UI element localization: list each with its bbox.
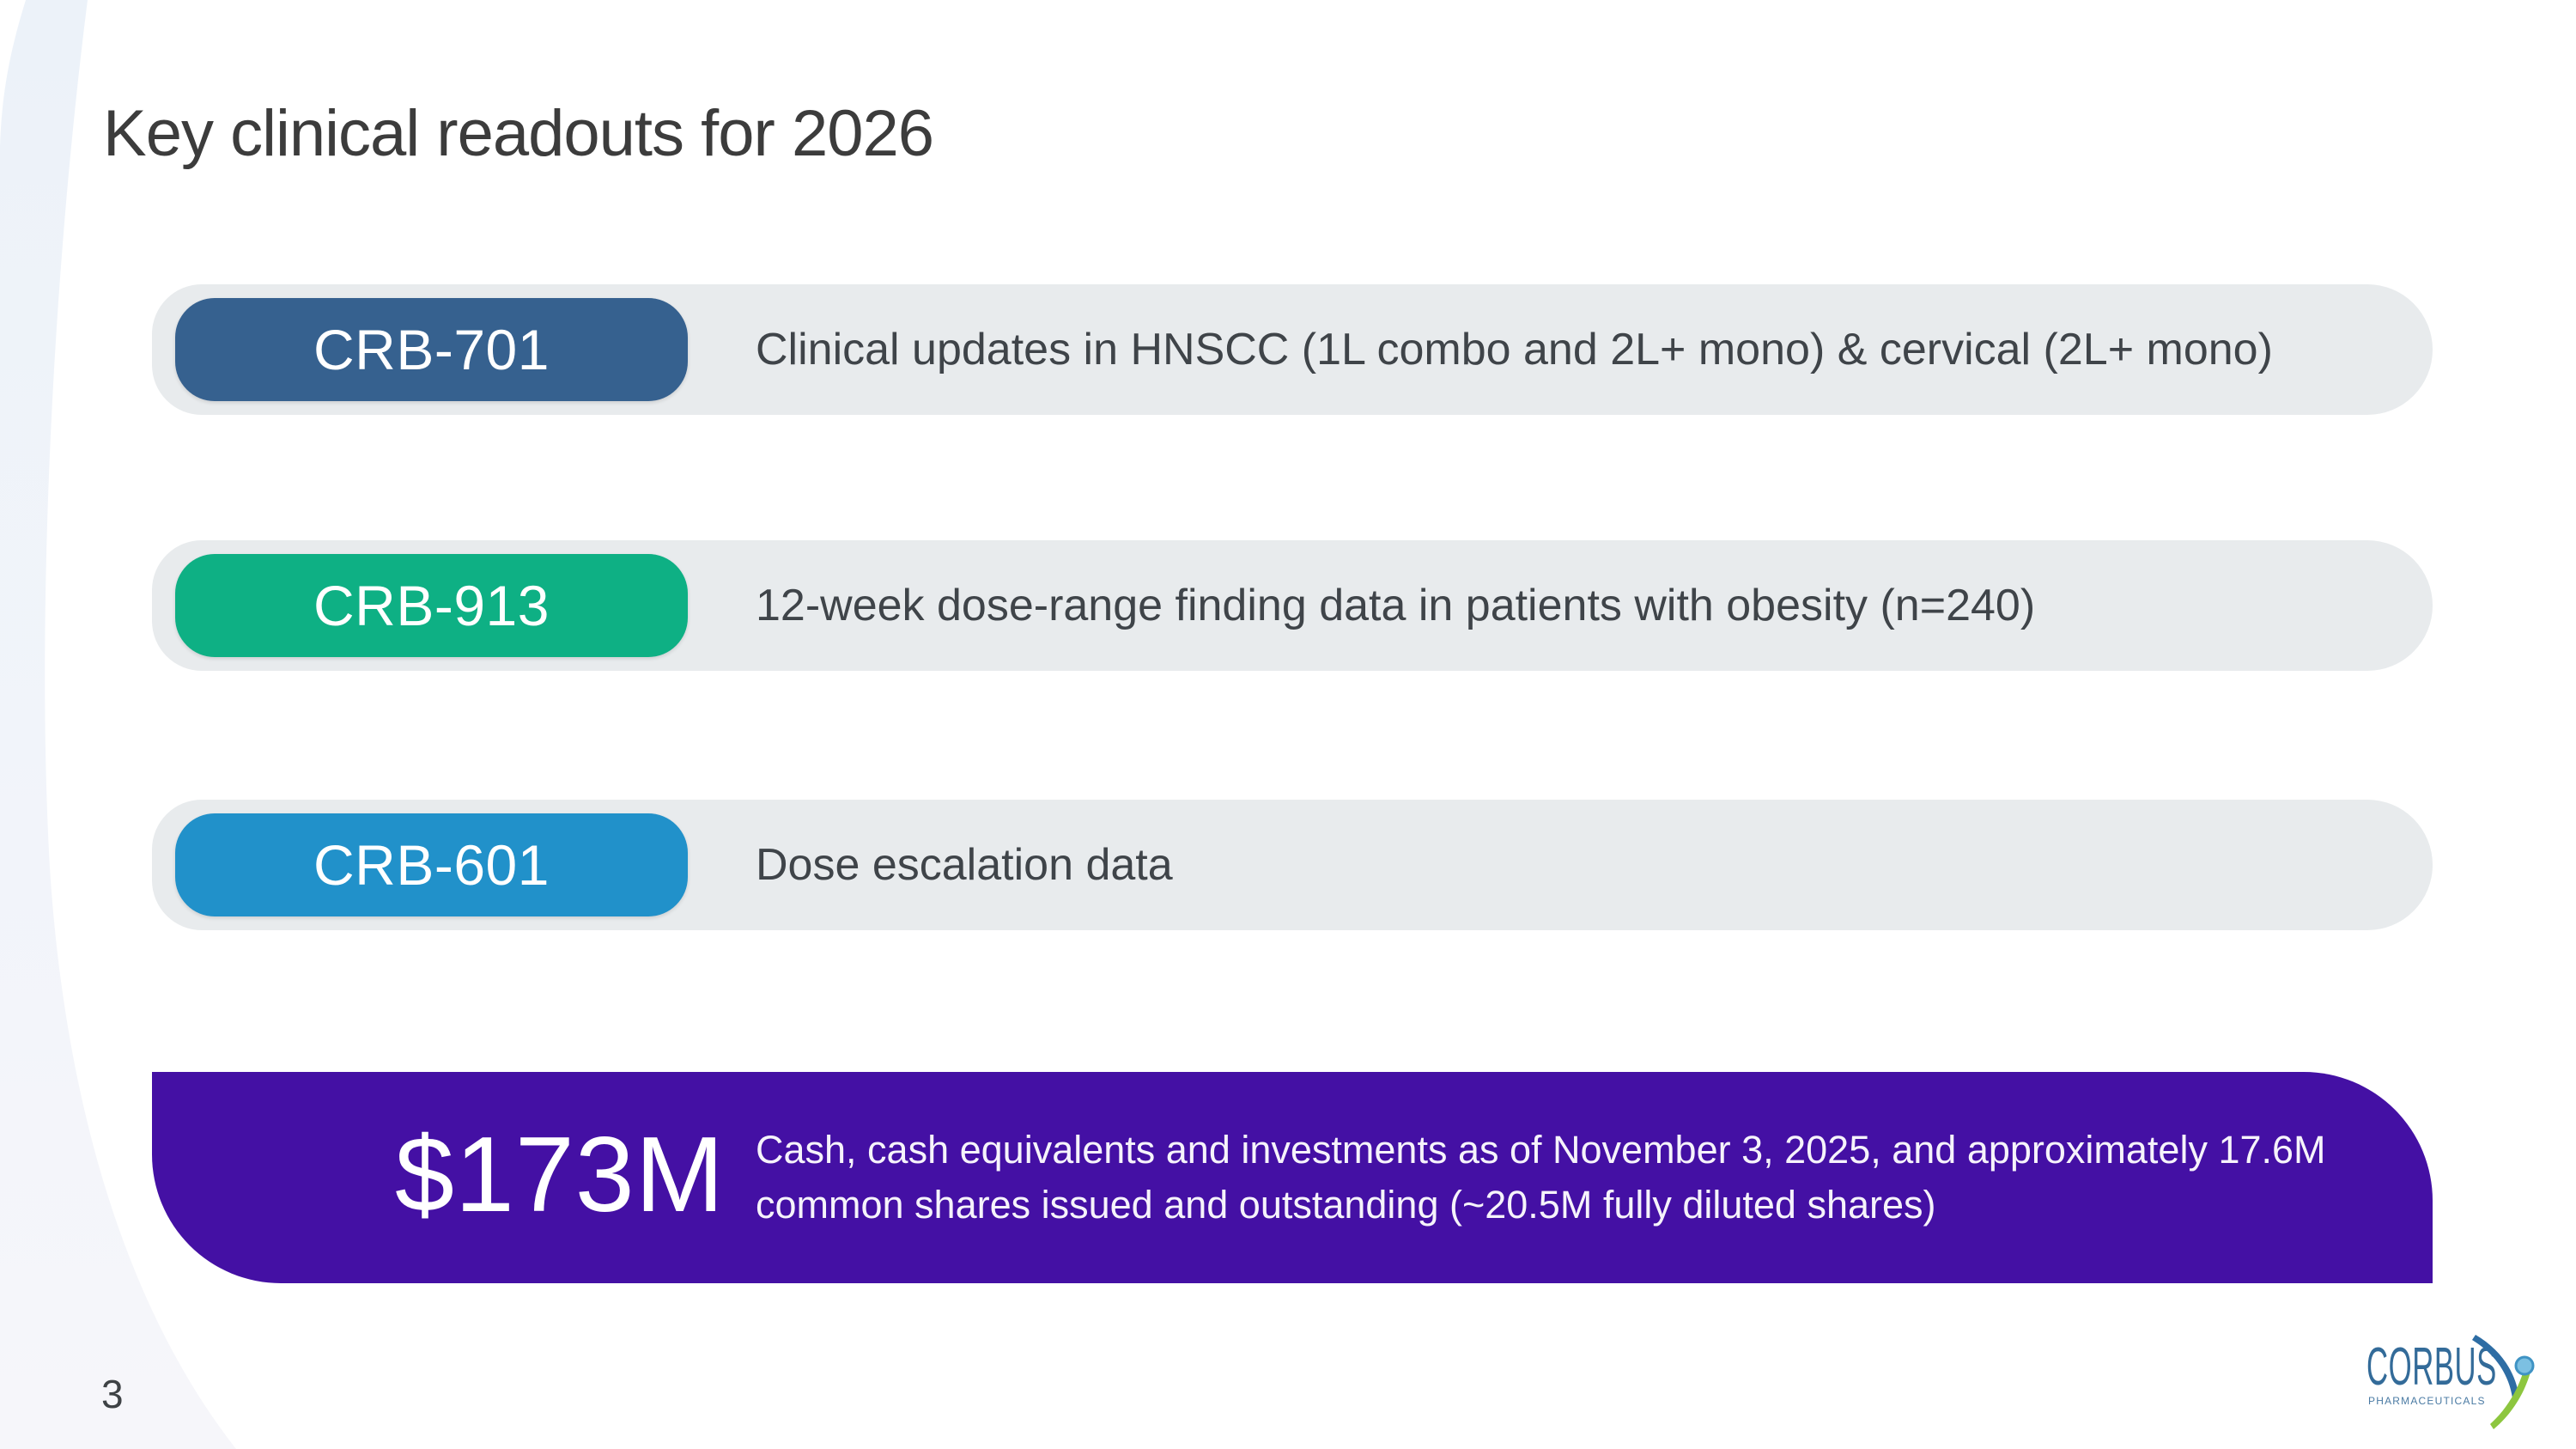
corbus-logo: CORBUS PHARMACEUTICALS xyxy=(2360,1330,2557,1437)
readout-row-crb-601: CRB-601 Dose escalation data xyxy=(152,800,2433,930)
logo-company-name: CORBUS xyxy=(2366,1337,2497,1397)
program-pill-crb-601: CRB-601 xyxy=(175,813,688,916)
readout-description: Clinical updates in HNSCC (1L combo and … xyxy=(756,325,2273,374)
readout-description: 12-week dose-range finding data in patie… xyxy=(756,581,2036,630)
page-title: Key clinical readouts for 2026 xyxy=(103,97,934,170)
logo-tagline: PHARMACEUTICALS xyxy=(2368,1395,2486,1407)
readout-row-crb-701: CRB-701 Clinical updates in HNSCC (1L co… xyxy=(152,284,2433,415)
readout-row-crb-913: CRB-913 12-week dose-range finding data … xyxy=(152,540,2433,671)
program-pill-crb-701: CRB-701 xyxy=(175,298,688,401)
readout-description: Dose escalation data xyxy=(756,840,1173,890)
logo-figure-icon xyxy=(2472,1335,2535,1429)
cash-amount: $173M xyxy=(394,1116,726,1235)
cash-description: Cash, cash equivalents and investments a… xyxy=(756,1128,2326,1227)
page-number: 3 xyxy=(101,1372,124,1416)
cash-highlight-banner: $173M Cash, cash equivalents and investm… xyxy=(152,1072,2433,1283)
program-pill-crb-913: CRB-913 xyxy=(175,554,688,657)
